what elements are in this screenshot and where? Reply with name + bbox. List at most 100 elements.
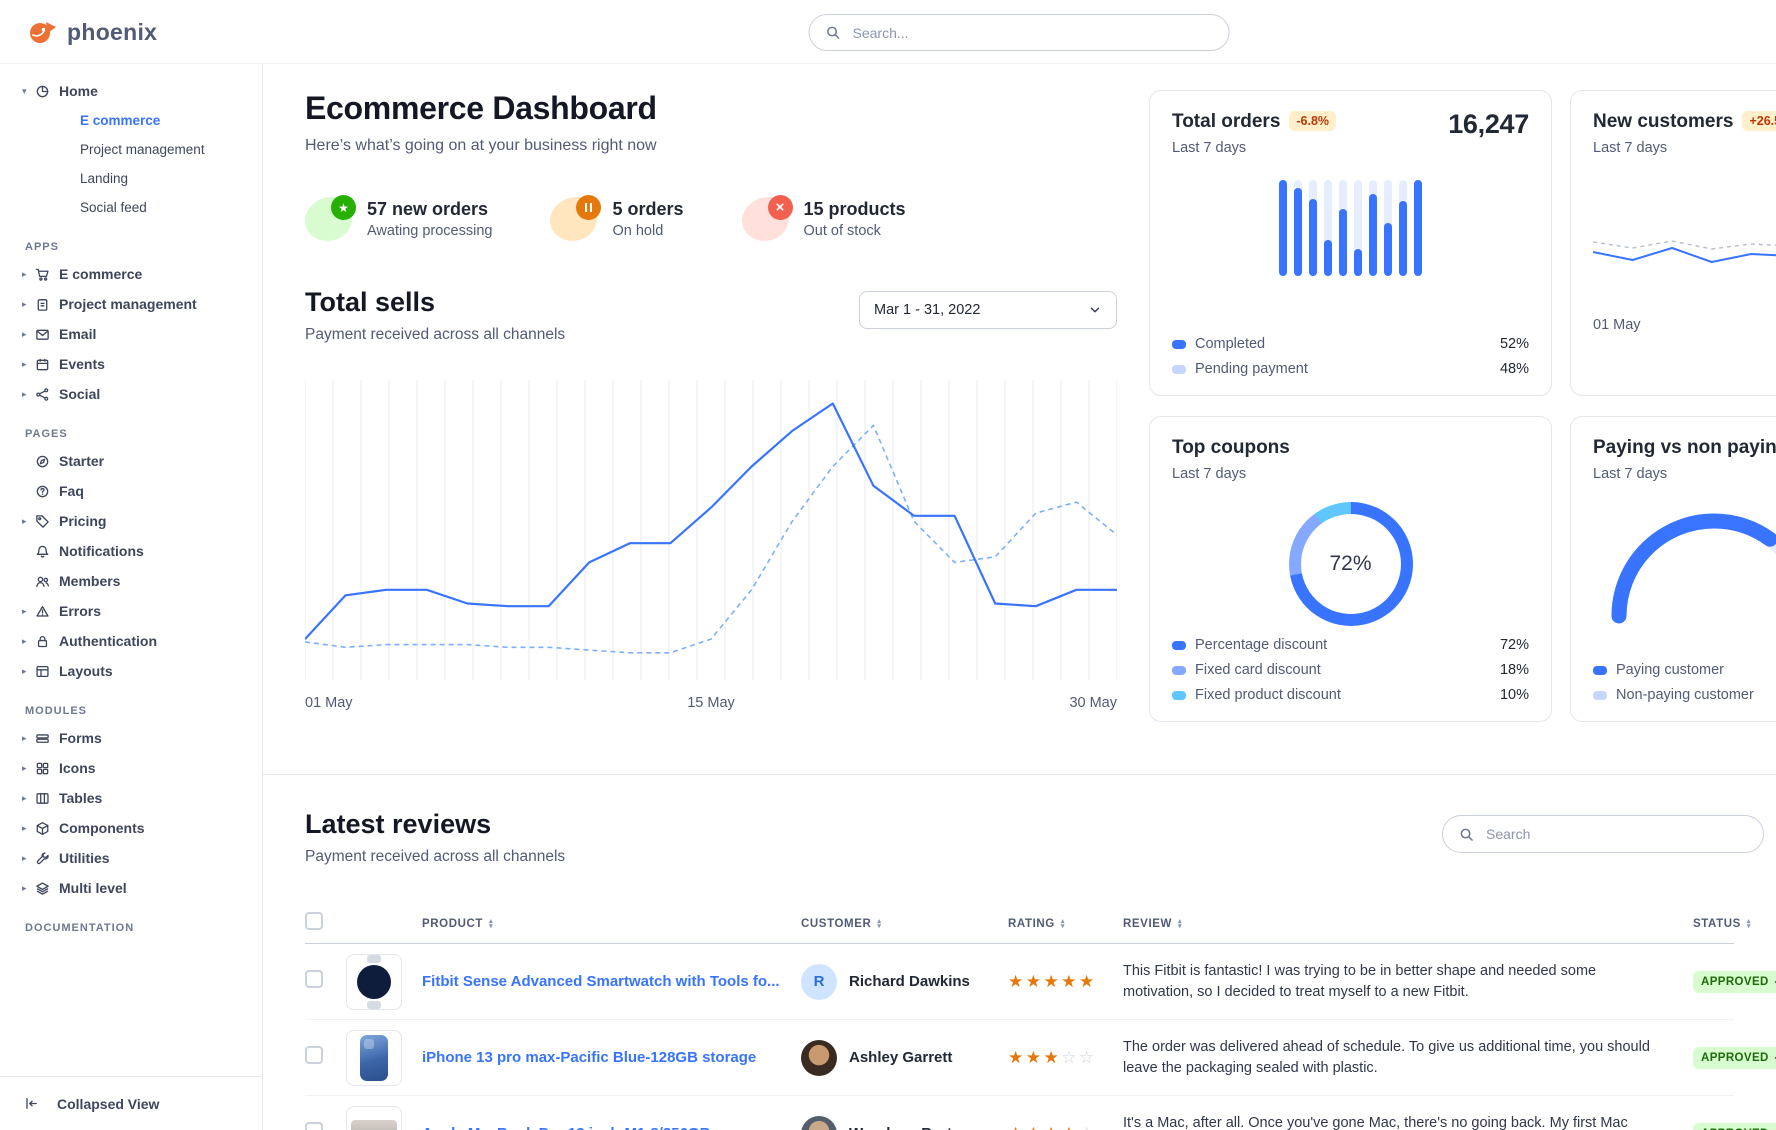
- sidebar-item-label: Pricing: [59, 513, 107, 529]
- star-filled-icon: ★: [1008, 1124, 1026, 1130]
- status-cell: APPROVED: [1693, 1046, 1776, 1069]
- column-header-status[interactable]: STATUS ▴ ▾: [1693, 917, 1752, 930]
- sidebar-item-errors[interactable]: ▸ Errors: [0, 596, 262, 626]
- collapsed-view-toggle[interactable]: Collapsed View: [0, 1076, 262, 1130]
- sidebar-item-label: Notifications: [59, 543, 144, 559]
- lock-icon: [35, 634, 50, 649]
- paying-gauge: [1599, 504, 1776, 629]
- stat-blob: ★: [305, 195, 356, 241]
- row-checkbox[interactable]: [305, 1122, 323, 1130]
- order-bar: [1414, 180, 1422, 276]
- collapsed-view-label: Collapsed View: [57, 1095, 160, 1112]
- stat-blob: ×: [741, 195, 793, 241]
- legend-label: Completed: [1195, 336, 1266, 352]
- legend-label: Fixed card discount: [1195, 662, 1321, 678]
- reviews-search[interactable]: [1442, 815, 1764, 853]
- product-link[interactable]: Fitbit Sense Advanced Smartwatch with To…: [422, 973, 780, 990]
- product-link[interactable]: Apple MacBook Pro 13 inch-M1-8/256GB-spa…: [422, 1125, 801, 1130]
- caret-right-icon: ▸: [22, 822, 27, 833]
- watch-thumbnail: [357, 954, 391, 1009]
- status-cell: APPROVED: [1693, 970, 1776, 993]
- status-badge: APPROVED: [1693, 970, 1776, 993]
- search-icon: [826, 25, 841, 40]
- order-bar: [1294, 180, 1302, 276]
- sidebar-subitem-social-feed[interactable]: Social feed: [80, 200, 147, 215]
- product-image[interactable]: [346, 1029, 402, 1086]
- rating-stars: ★★★☆☆: [1008, 1048, 1123, 1068]
- sidebar-item-forms[interactable]: ▸ Forms: [0, 723, 262, 753]
- sidebar-section-modules: MODULES: [25, 705, 87, 717]
- sidebar-item-e-commerce[interactable]: ▸ E commerce: [0, 259, 262, 289]
- order-bar: [1309, 180, 1317, 276]
- sidebar-item-email[interactable]: ▸ Email: [0, 319, 262, 349]
- star-filled-icon: ★: [1043, 1047, 1062, 1067]
- sidebar-item-utilities[interactable]: ▸ Utilities: [0, 843, 262, 873]
- reviews-search-input[interactable]: [1484, 825, 1747, 843]
- sidebar-section-apps: APPS: [25, 241, 59, 253]
- sidebar-item-faq[interactable]: Faq: [0, 476, 262, 506]
- search-icon: [1459, 827, 1474, 842]
- sidebar-item-label: Home: [59, 83, 98, 99]
- legend-label: Paying customer: [1616, 662, 1724, 678]
- sidebar-item-members[interactable]: Members: [0, 566, 262, 596]
- table-icon: [35, 791, 50, 806]
- kpi-cards: Total orders -6.8% Last 7 days 16,247 Com…: [1149, 90, 1776, 722]
- product-image[interactable]: [346, 953, 402, 1010]
- sidebar-item-social[interactable]: ▸ Social: [0, 379, 262, 409]
- star-filled-icon: ★: [1079, 971, 1097, 991]
- select-all-checkbox[interactable]: [305, 912, 323, 930]
- search-input[interactable]: [850, 23, 1213, 42]
- sidebar-subitem-landing[interactable]: Landing: [80, 171, 129, 186]
- top-header: phoenix: [0, 0, 1776, 64]
- status-cell: APPROVED: [1693, 1122, 1776, 1130]
- column-header-product[interactable]: PRODUCT ▴ ▾: [422, 917, 494, 930]
- legend-swatch: [1172, 339, 1186, 349]
- column-header-review[interactable]: REVIEW ▴ ▾: [1123, 917, 1183, 930]
- sidebar-item-starter[interactable]: Starter: [0, 446, 262, 476]
- caret-right-icon: ▸: [22, 515, 27, 526]
- row-checkbox[interactable]: [305, 970, 323, 988]
- column-header-customer[interactable]: CUSTOMER ▴ ▾: [801, 917, 882, 930]
- global-search[interactable]: [808, 14, 1230, 51]
- status-label: APPROVED: [1701, 975, 1769, 988]
- iphone-thumbnail: [360, 1034, 388, 1081]
- date-range-select[interactable]: Mar 1 - 31, 2022: [859, 291, 1117, 329]
- sidebar-item-authentication[interactable]: ▸ Authentication: [0, 626, 262, 656]
- legend-item: Pending payment 48%: [1172, 361, 1529, 377]
- stat-value: 57 new orders: [367, 199, 489, 219]
- caret-right-icon: ▸: [22, 298, 27, 309]
- row-checkbox-cell: [305, 1122, 346, 1130]
- legend-swatch: [1172, 665, 1186, 675]
- sidebar-item-layouts[interactable]: ▸ Layouts: [0, 656, 262, 686]
- sidebar-item-tables[interactable]: ▸ Tables: [0, 783, 262, 813]
- sidebar-item-icons[interactable]: ▸ Icons: [0, 753, 262, 783]
- brand-logo[interactable]: phoenix: [26, 0, 157, 64]
- sidebar-item-notifications[interactable]: Notifications: [0, 536, 262, 566]
- product-link[interactable]: iPhone 13 pro max-Pacific Blue-128GB sto…: [422, 1049, 757, 1066]
- sidebar-item-pricing[interactable]: ▸ Pricing: [0, 506, 262, 536]
- stat-awating-processing: ★ 57 new orders Awating processing: [305, 195, 492, 241]
- sort-icon: ▴ ▾: [1746, 917, 1752, 930]
- sidebar-item-label: Utilities: [59, 850, 110, 866]
- sidebar-item-events[interactable]: ▸ Events: [0, 349, 262, 379]
- sidebar-item-components[interactable]: ▸ Components: [0, 813, 262, 843]
- sidebar-item-home[interactable]: ▾ Home: [0, 76, 262, 106]
- order-bar: [1384, 180, 1392, 276]
- customer-name: Ashley Garrett: [849, 1049, 953, 1066]
- sidebar-item-multi-level[interactable]: ▸ Multi level: [0, 873, 262, 903]
- sidebar-subitem-project-management[interactable]: Project management: [80, 142, 205, 157]
- caret-right-icon: ▸: [22, 762, 27, 773]
- sidebar-subitem-e-commerce[interactable]: E commerce: [80, 113, 161, 128]
- sidebar-item-label: Authentication: [59, 633, 157, 649]
- order-bar: [1324, 180, 1332, 276]
- card-period: Last 7 days: [1172, 466, 1247, 482]
- card-period: Last 7 days: [1593, 140, 1668, 156]
- main-content: Ecommerce Dashboard Here’s what’s going …: [263, 64, 1776, 1130]
- caret-right-icon: ▸: [22, 268, 27, 279]
- sidebar-item-label: Events: [59, 356, 105, 372]
- star-filled-icon: ★: [1061, 1124, 1079, 1130]
- column-header-rating[interactable]: RATING ▴ ▾: [1008, 917, 1065, 930]
- product-image[interactable]: [346, 1105, 402, 1130]
- sidebar-item-project-management[interactable]: ▸ Project management: [0, 289, 262, 319]
- row-checkbox[interactable]: [305, 1046, 323, 1064]
